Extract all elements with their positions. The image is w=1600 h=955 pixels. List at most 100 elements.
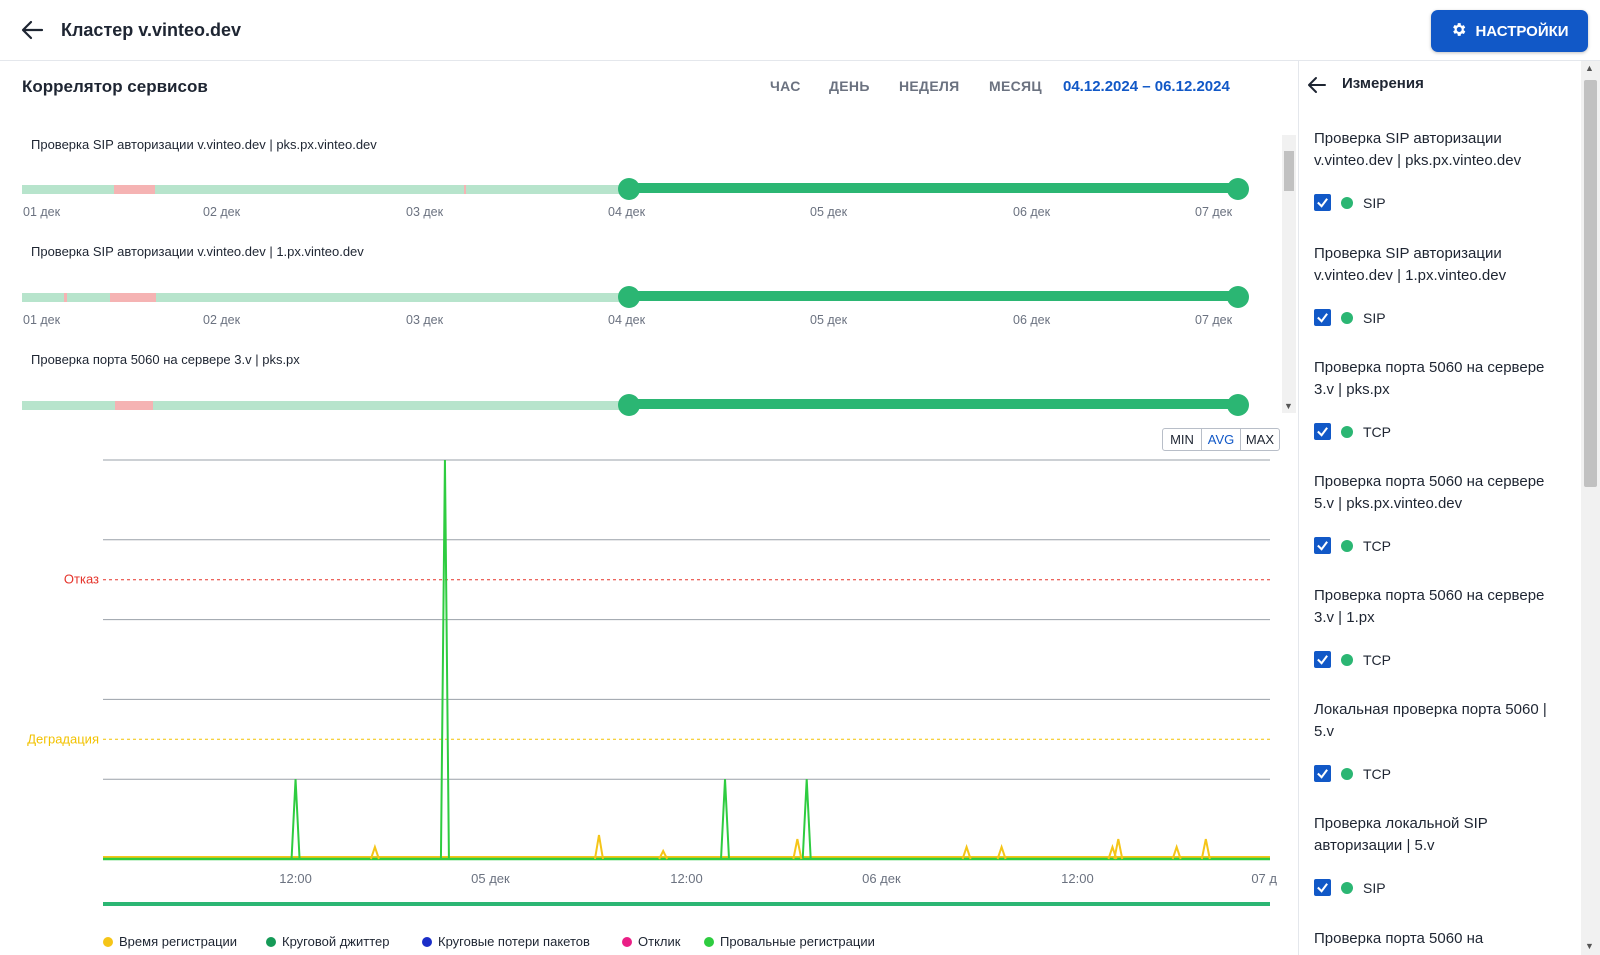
range-hour-button[interactable]: ЧАС	[770, 78, 801, 94]
legend-item[interactable]: Провальные регистрации	[704, 934, 875, 949]
measurement-label: TCP	[1363, 651, 1391, 668]
status-dot	[1341, 196, 1353, 209]
series-spike	[996, 843, 1007, 860]
timeline-tick: 03 дек	[406, 205, 444, 219]
checkbox-checked[interactable]	[1314, 651, 1331, 668]
series-spike	[801, 779, 812, 860]
back-arrow-icon[interactable]	[18, 18, 46, 42]
gear-icon	[1450, 21, 1467, 42]
status-dot	[1341, 653, 1353, 666]
range-week-button[interactable]: НЕДЕЛЯ	[899, 78, 960, 94]
threshold-label: Отказ	[64, 572, 99, 587]
timeline-tick: 04 дек	[608, 205, 646, 219]
checkbox-checked[interactable]	[1314, 537, 1331, 554]
series-spike	[439, 459, 450, 860]
x-tick-label: 05 дек	[471, 871, 510, 886]
timeline-tick: 07 дек	[1195, 205, 1233, 219]
measurement-row[interactable]: TCP	[1314, 651, 1391, 668]
measurement-row[interactable]: SIP	[1314, 194, 1386, 211]
legend-dot	[622, 936, 632, 947]
threshold-label: Деградация	[27, 731, 99, 746]
status-dot	[1341, 425, 1353, 438]
service-timeline[interactable]	[20, 170, 1252, 205]
measurement-title: Проверка порта 5060 на сервере 5.v | pks…	[1314, 473, 1545, 512]
min-button[interactable]: MIN	[1170, 432, 1194, 447]
measurement-row[interactable]: TCP	[1314, 537, 1391, 554]
status-dot	[1341, 539, 1353, 552]
scroll-down-arrow-icon[interactable]: ▼	[1585, 941, 1594, 951]
measurement-label: SIP	[1363, 194, 1386, 211]
timeline-tick: 03 дек	[406, 313, 444, 327]
service-timeline[interactable]	[20, 386, 1252, 416]
max-button[interactable]: MAX	[1240, 429, 1279, 450]
checkbox-checked[interactable]	[1314, 194, 1331, 211]
measurement-label: SIP	[1363, 309, 1386, 326]
legend-item[interactable]: Круговые потери пакетов	[422, 934, 590, 949]
checkbox-checked[interactable]	[1314, 765, 1331, 782]
date-range-picker[interactable]: 04.12.2024 – 06.12.2024	[1063, 78, 1230, 95]
timeline-tick: 06 дек	[1013, 313, 1051, 327]
legend-dot	[266, 936, 276, 947]
service-name: Проверка SIP авторизации v.vinteo.dev | …	[31, 244, 364, 259]
status-dot	[1341, 881, 1353, 894]
series-spike	[593, 834, 604, 860]
legend-item[interactable]: Отклик	[622, 934, 680, 949]
scroll-down-arrow-icon[interactable]: ▼	[1284, 401, 1293, 411]
x-tick-label: 06 дек	[862, 871, 901, 886]
measurement-title: Проверка SIP авторизации v.vinteo.dev | …	[1314, 130, 1522, 169]
scroll-up-arrow-icon[interactable]: ▲	[1585, 63, 1594, 73]
series-spike	[1113, 838, 1124, 860]
overview-strip[interactable]	[103, 902, 1270, 906]
legend-item[interactable]: Время регистрации	[103, 934, 237, 949]
legend-item[interactable]: Круговой джиттер	[266, 934, 389, 949]
metrics-chart[interactable]: Отказ Деградация 12:00 05 дек 12:00 06 дек 12:…	[0, 455, 1290, 935]
checkbox-checked[interactable]	[1314, 423, 1331, 440]
measurement-title: Проверка порта 5060 на	[1314, 930, 1484, 947]
legend-label: Время регистрации	[119, 934, 238, 949]
legend-dot	[704, 936, 714, 947]
measurement-row[interactable]: TCP	[1314, 423, 1391, 440]
checkbox-checked[interactable]	[1314, 879, 1331, 896]
series-spike	[961, 843, 972, 860]
measurement-label: TCP	[1363, 765, 1391, 782]
checkbox-checked[interactable]	[1314, 309, 1331, 326]
timeline-tick: 05 дек	[810, 313, 848, 327]
series-spike	[658, 848, 669, 860]
x-tick-label: 12:00	[1061, 871, 1094, 886]
service-name: Проверка порта 5060 на сервере 3.v | pks…	[31, 352, 300, 367]
measurement-title: Проверка порта 5060 на сервере 3.v | 1.p…	[1314, 587, 1545, 626]
series-spike	[1200, 838, 1211, 860]
measurement-title: Проверка порта 5060 на сервере 3.v | pks…	[1314, 359, 1545, 398]
measurement-row[interactable]: SIP	[1314, 309, 1386, 326]
legend-dot	[422, 936, 432, 947]
series-spike	[1171, 843, 1182, 860]
series-spike	[792, 838, 803, 860]
panel-title: Коррелятор сервисов	[22, 77, 208, 96]
measurement-row[interactable]: SIP	[1314, 879, 1386, 896]
status-dot	[1341, 767, 1353, 780]
settings-label: НАСТРОЙКИ	[1475, 22, 1569, 40]
measurement-title: Локальная проверка порта 5060 | 5.v	[1314, 701, 1547, 740]
service-timeline[interactable]	[20, 278, 1252, 313]
measurement-title: Проверка SIP авторизации v.vinteo.dev | …	[1314, 245, 1507, 284]
range-day-button[interactable]: ДЕНЬ	[829, 78, 870, 94]
legend-label: Провальные регистрации	[720, 934, 875, 949]
timeline-tick: 02 дек	[203, 313, 241, 327]
legend-dot	[103, 936, 113, 947]
range-month-button[interactable]: МЕСЯЦ	[989, 78, 1042, 94]
top-bar	[0, 0, 1600, 61]
avg-button[interactable]: AVG	[1201, 429, 1240, 450]
scroll-thumb[interactable]	[1284, 151, 1294, 191]
scroll-thumb[interactable]	[1584, 80, 1597, 487]
timeline-tick: 01 дек	[23, 313, 61, 327]
x-tick-label: 12:00	[670, 871, 703, 886]
measurement-label: SIP	[1363, 879, 1386, 896]
status-dot	[1341, 311, 1353, 324]
series-spike	[290, 779, 301, 860]
measurement-row[interactable]: TCP	[1314, 765, 1391, 782]
measurements-panel	[1298, 61, 1582, 955]
aggregation-toggle[interactable]: MIN AVG MAX	[1162, 428, 1280, 451]
settings-button[interactable]: НАСТРОЙКИ	[1431, 10, 1588, 52]
back-arrow-icon[interactable]	[1305, 75, 1329, 100]
services-scrollbar[interactable]: ▼	[1282, 135, 1296, 413]
